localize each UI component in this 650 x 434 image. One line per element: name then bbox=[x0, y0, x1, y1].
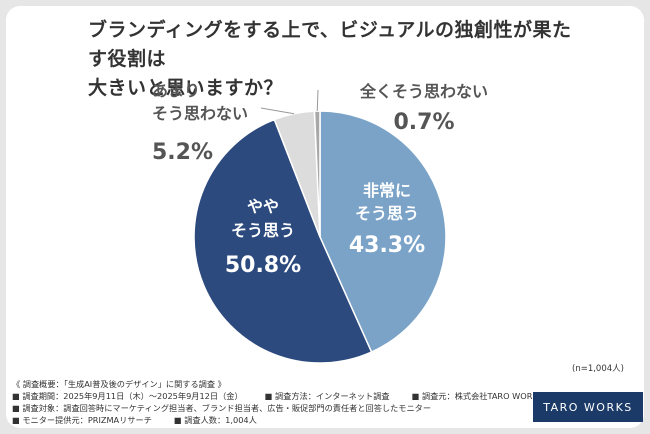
slice-label-2-line-1: そう思わない bbox=[152, 104, 248, 123]
survey-provider: ■ モニター提供元：PRIZMAリサーチ bbox=[12, 415, 152, 425]
chart-title-line-1: ブランディングをする上で、ビジュアルの独創性が果たす役割は bbox=[88, 19, 572, 70]
survey-count: ■ 調査人数：1,004人 bbox=[173, 415, 257, 425]
survey-target: ■ 調査対象：調査回答時にマーケティング担当者、ブランド担当者、広告・販促部門の… bbox=[12, 403, 432, 413]
slice-label-0-line-1: そう思う bbox=[355, 204, 419, 223]
pie-slice-1 bbox=[193, 118, 373, 364]
slice-label-3-line-0: 全くそう思わない bbox=[359, 82, 488, 101]
survey-period: ■ 調査期間：2025年9月11日（木）〜2025年9月12日（金） bbox=[12, 391, 243, 401]
survey-method: ■ 調査方法：インターネット調査 bbox=[264, 391, 390, 401]
taro-works-logo: TARO WORKS bbox=[533, 392, 643, 422]
slice-value-2: 5.2% bbox=[152, 140, 213, 165]
slice-label-2-line-0: あまり bbox=[152, 81, 200, 100]
slice-label-1-line-0: やや bbox=[247, 197, 279, 216]
slice-value-0: 43.3% bbox=[349, 233, 425, 258]
survey-organizer: ■ 調査元：株式会社TARO WORKS bbox=[411, 391, 543, 401]
pie-slice-0 bbox=[319, 110, 447, 353]
slice-value-3: 0.7% bbox=[393, 110, 454, 135]
chart-title-line-2: 大きいと思いますか？ bbox=[88, 77, 284, 99]
survey-heading: 《 調査概要：「生成AI普及後のデザイン」に関する調査 》 bbox=[12, 379, 226, 389]
sample-size-label: (n=1,004人) bbox=[572, 364, 624, 374]
slice-label-1-line-1: そう思う bbox=[231, 221, 295, 240]
slice-label-0-line-0: 非常に bbox=[363, 181, 411, 200]
survey-overview: 《 調査概要：「生成AI普及後のデザイン」に関する調査 》 ■ 調査期間：202… bbox=[12, 378, 543, 426]
chart-title: ブランディングをする上で、ビジュアルの独創性が果たす役割は 大きいと思いますか？ bbox=[88, 16, 588, 103]
survey-row-3: ■ モニター提供元：PRIZMAリサーチ ■ 調査人数：1,004人 bbox=[12, 414, 532, 426]
slice-value-1: 50.8% bbox=[225, 253, 301, 278]
leader-line-1 bbox=[316, 89, 319, 112]
survey-row-1: ■ 調査期間：2025年9月11日（木）〜2025年9月12日（金） ■ 調査方法… bbox=[12, 390, 543, 402]
leader-line-0 bbox=[260, 107, 295, 115]
